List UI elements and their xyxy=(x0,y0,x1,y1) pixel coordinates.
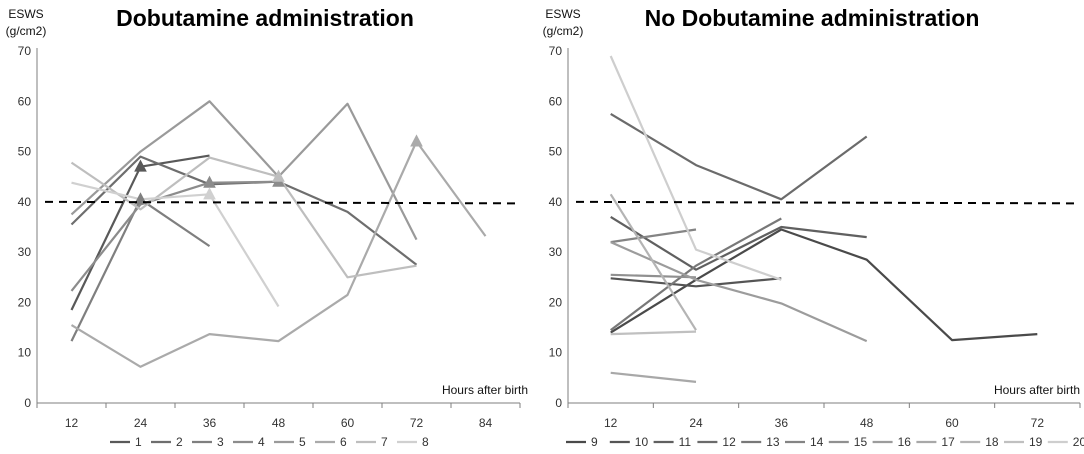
y-tick-label: 0 xyxy=(555,396,562,410)
y-tick-label: 30 xyxy=(549,245,563,259)
y-tick-label: 40 xyxy=(549,195,563,209)
legend-label-7: 7 xyxy=(381,435,388,449)
y-tick-label: 60 xyxy=(18,94,32,108)
data-marker-triangle xyxy=(134,159,147,172)
y-tick-label: 70 xyxy=(549,44,563,58)
y-axis-label-unit: (g/cm2) xyxy=(543,24,584,38)
series-line-9 xyxy=(610,228,1038,342)
legend-label-14: 14 xyxy=(810,435,824,449)
legend-label-15: 15 xyxy=(854,435,868,449)
series-line-20 xyxy=(609,55,782,281)
y-tick-label: 50 xyxy=(18,145,32,159)
legend-label-6: 6 xyxy=(340,435,347,449)
legend-label-9: 9 xyxy=(591,435,598,449)
y-tick-label: 70 xyxy=(18,44,32,58)
x-tick-label: 48 xyxy=(860,416,874,430)
series-line-7 xyxy=(70,156,417,279)
series-line-14 xyxy=(610,228,697,244)
x-tick-label: 72 xyxy=(410,416,424,430)
data-marker-triangle xyxy=(203,187,216,200)
x-tick-label: 72 xyxy=(1031,416,1045,430)
legend-label-5: 5 xyxy=(299,435,306,449)
y-tick-label: 10 xyxy=(18,346,32,360)
threshold-line xyxy=(575,200,1079,205)
series-line-8 xyxy=(71,181,280,308)
x-tick-label: 60 xyxy=(945,416,959,430)
y-axis-label: ESWS xyxy=(545,7,580,21)
y-tick-label: 30 xyxy=(18,245,32,259)
y-tick-label: 0 xyxy=(24,396,31,410)
legend-label-4: 4 xyxy=(258,435,265,449)
x-tick-label: 36 xyxy=(203,416,217,430)
x-axis-label: Hours after birth xyxy=(994,383,1080,397)
y-tick-label: 60 xyxy=(549,94,563,108)
x-tick-label: 60 xyxy=(341,416,355,430)
legend-label-20: 20 xyxy=(1073,435,1084,449)
series-line-17 xyxy=(610,371,697,383)
series-line-5 xyxy=(70,100,418,241)
legend-label-12: 12 xyxy=(722,435,736,449)
y-tick-label: 20 xyxy=(549,295,563,309)
y-axis-label-unit: (g/cm2) xyxy=(6,24,47,38)
threshold-line xyxy=(44,200,519,205)
x-axis-label: Hours after birth xyxy=(442,383,528,397)
y-tick-label: 20 xyxy=(18,295,32,309)
x-tick-label: 12 xyxy=(604,416,618,430)
chart-title: No Dobutamine administration xyxy=(645,5,980,31)
series-line-4 xyxy=(70,180,279,292)
legend-label-1: 1 xyxy=(135,435,142,449)
legend-label-3: 3 xyxy=(217,435,224,449)
legend-label-17: 17 xyxy=(941,435,955,449)
series-line-18 xyxy=(609,193,697,331)
x-tick-label: 12 xyxy=(65,416,79,430)
x-tick-label: 24 xyxy=(689,416,703,430)
series-line-19 xyxy=(610,330,697,336)
legend-label-13: 13 xyxy=(766,435,780,449)
series-line-3 xyxy=(70,198,211,342)
data-marker-triangle xyxy=(272,169,285,182)
y-tick-label: 40 xyxy=(18,195,32,209)
legend-label-18: 18 xyxy=(985,435,999,449)
x-tick-label: 84 xyxy=(479,416,493,430)
y-axis-label: ESWS xyxy=(8,7,43,21)
legend-label-10: 10 xyxy=(635,435,649,449)
y-tick-label: 10 xyxy=(549,346,563,360)
chart-title: Dobutamine administration xyxy=(116,5,414,31)
series-line-12 xyxy=(610,112,868,201)
legend-label-19: 19 xyxy=(1029,435,1043,449)
x-tick-label: 48 xyxy=(272,416,286,430)
series-line-13 xyxy=(610,217,782,331)
legend-label-2: 2 xyxy=(176,435,183,449)
series-line-11 xyxy=(610,215,867,271)
legend-label-8: 8 xyxy=(422,435,429,449)
legend-label-11: 11 xyxy=(679,435,692,449)
y-tick-label: 50 xyxy=(549,145,563,159)
legend-label-16: 16 xyxy=(898,435,912,449)
series-line-10 xyxy=(610,277,782,288)
data-marker-triangle xyxy=(410,134,423,147)
x-tick-label: 36 xyxy=(775,416,789,430)
x-tick-label: 24 xyxy=(134,416,148,430)
series-line-15 xyxy=(610,273,697,279)
